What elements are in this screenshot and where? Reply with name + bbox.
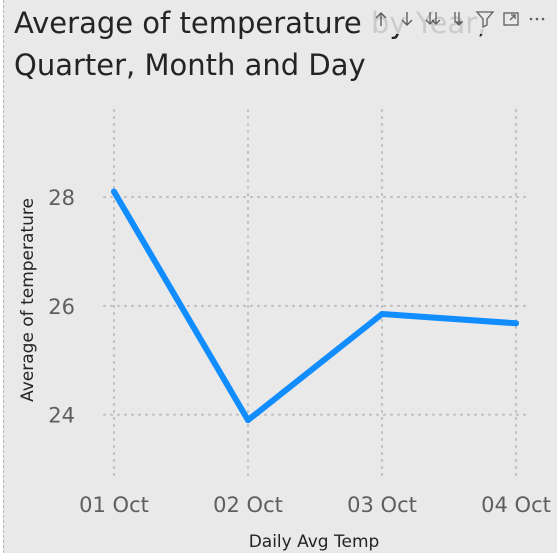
x-tick-label: 04 Oct bbox=[481, 493, 551, 517]
more-options-icon[interactable] bbox=[525, 6, 549, 32]
x-axis-title: Daily Avg Temp bbox=[249, 532, 380, 552]
drill-down-icon[interactable] bbox=[395, 6, 419, 32]
drill-up-icon[interactable] bbox=[369, 6, 393, 32]
line-chart: 24 26 28 01 Oct 02 Oct 03 Oct 04 Oct Daily Av… bbox=[18, 109, 551, 552]
y-axis-ticks: 24 26 28 bbox=[48, 186, 75, 428]
y-tick-label: 28 bbox=[48, 186, 75, 210]
focus-mode-icon[interactable] bbox=[499, 6, 523, 32]
y-tick-label: 26 bbox=[48, 295, 75, 319]
data-point[interactable] bbox=[379, 311, 385, 318]
drill-into-icon[interactable] bbox=[447, 6, 471, 32]
data-point[interactable] bbox=[111, 188, 117, 195]
x-tick-label: 03 Oct bbox=[347, 493, 417, 517]
filter-icon[interactable] bbox=[473, 6, 497, 32]
y-tick-label: 24 bbox=[48, 404, 75, 428]
line-chart-visual[interactable]: 24 26 28 01 Oct 02 Oct 03 Oct 04 Oct Daily Av… bbox=[3, 0, 557, 553]
y-axis-title: Average of temperature bbox=[18, 198, 38, 402]
x-tick-label: 01 Oct bbox=[79, 493, 149, 517]
visual-header-toolbar bbox=[365, 4, 553, 34]
data-point[interactable] bbox=[245, 417, 251, 424]
gridlines bbox=[103, 109, 529, 481]
data-point[interactable] bbox=[513, 320, 519, 327]
series-line[interactable] bbox=[111, 188, 519, 424]
x-axis-ticks: 01 Oct 02 Oct 03 Oct 04 Oct bbox=[79, 493, 551, 517]
series-layer bbox=[111, 188, 519, 424]
expand-all-down-icon[interactable] bbox=[421, 6, 445, 32]
x-tick-label: 02 Oct bbox=[213, 493, 283, 517]
